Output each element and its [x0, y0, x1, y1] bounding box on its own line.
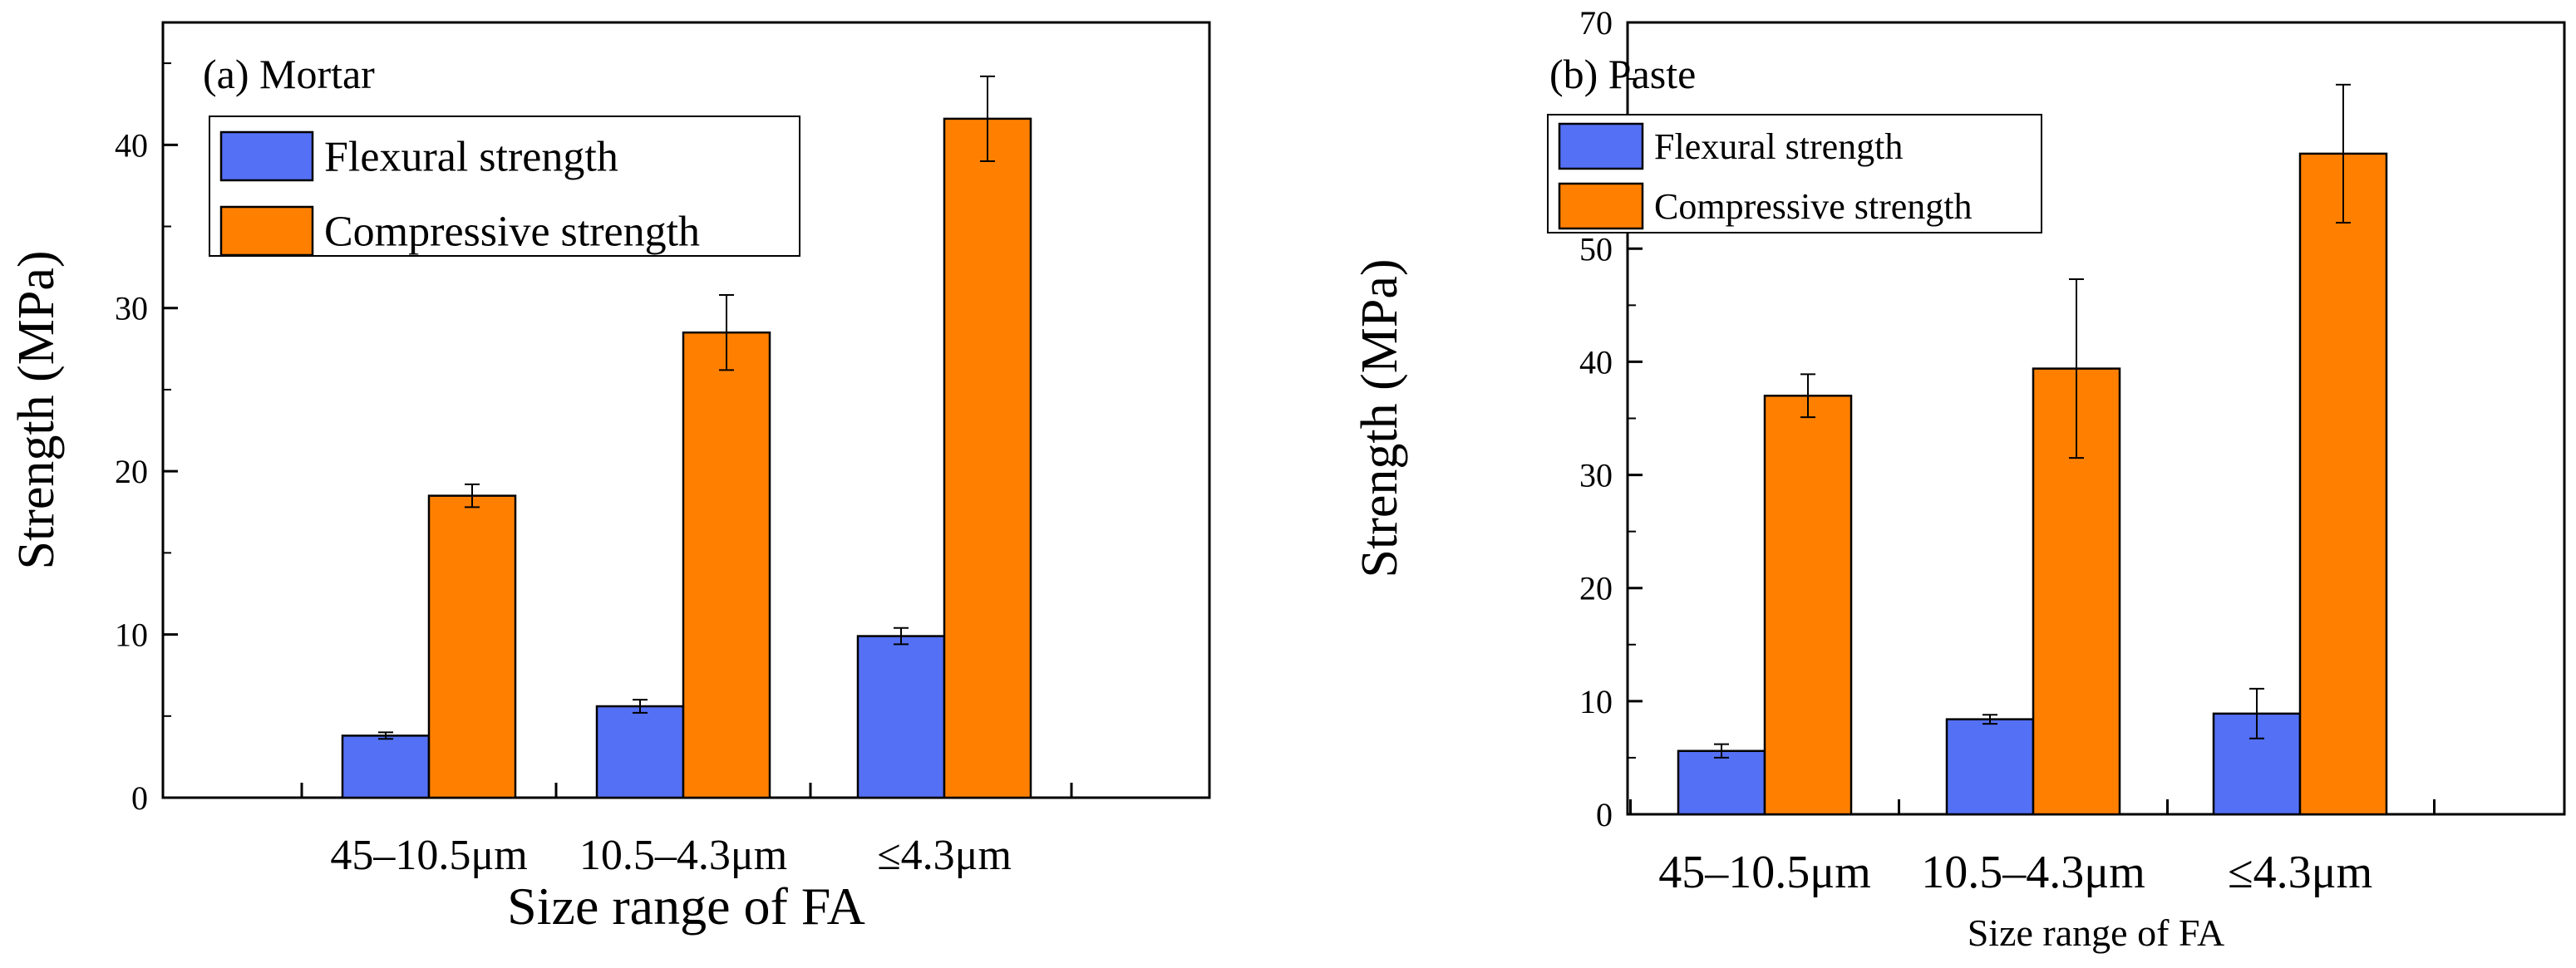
x-category-label: ≤4.3μm — [877, 832, 1012, 879]
x-axis-label: Size range of FA — [1968, 911, 2225, 954]
bar-flexural-0 — [1677, 749, 1766, 816]
bar-flexural-2 — [856, 635, 946, 799]
y-tick-label: 30 — [115, 290, 148, 327]
x-category-label: 45–10.5μm — [1658, 847, 1871, 898]
bar-compressive-1 — [682, 331, 771, 799]
bar-compressive-2 — [943, 117, 1032, 799]
x-axis-label: Size range of FA — [507, 877, 865, 936]
legend-swatch-compressive — [1558, 182, 1644, 230]
legend: Flexural strength Compressive strength — [209, 115, 800, 257]
y-tick-label: 30 — [1579, 457, 1613, 494]
legend-swatch-compressive — [219, 205, 314, 257]
y-tick-label: 20 — [115, 453, 148, 490]
y-axis-label: Strength (MPa) — [1352, 258, 1408, 577]
x-category-label: 10.5–4.3μm — [1921, 847, 2145, 898]
bar-compressive-2 — [2298, 152, 2388, 816]
chart-panel-paste: 01020304050607045–10.5μm10.5–4.3μm≤4.3μm… — [1352, 4, 2566, 954]
y-tick-label: 40 — [1579, 343, 1613, 381]
x-category-label: ≤4.3μm — [2228, 847, 2372, 898]
legend-label-compressive: Compressive strength — [1654, 186, 1973, 227]
bar-compressive-0 — [1763, 395, 1853, 816]
bar-flexural-0 — [341, 735, 431, 799]
y-tick-label: 40 — [115, 126, 148, 164]
bar-flexural-1 — [595, 705, 685, 799]
panel-label: (b) Paste — [1549, 51, 1696, 97]
y-tick-label: 20 — [1579, 570, 1613, 607]
y-tick-label: 0 — [131, 779, 148, 817]
y-tick-label: 0 — [1596, 796, 1613, 833]
y-tick-label: 10 — [115, 617, 148, 654]
y-tick-label: 50 — [1579, 230, 1613, 268]
x-category-label: 45–10.5μm — [330, 832, 527, 879]
y-tick-label: 70 — [1579, 4, 1613, 42]
legend-label-compressive: Compressive strength — [324, 209, 700, 256]
y-axis-label: Strength (MPa) — [8, 250, 65, 569]
legend-label-flexural: Flexural strength — [324, 134, 618, 181]
legend-label-flexural: Flexural strength — [1654, 126, 1903, 167]
chart-panel-mortar: 0 10 20 30 40 45–10.5μm 10.5–4.3μm ≤4.3μm Size r… — [8, 21, 1211, 936]
panel-label: (a) Mortar — [203, 51, 375, 97]
legend-swatch-flexural — [1558, 122, 1644, 170]
bar-compressive-0 — [427, 494, 517, 799]
bar-flexural-1 — [1945, 718, 2035, 816]
legend: Flexural strength Compressive strength — [1547, 114, 2042, 233]
y-tick-label: 10 — [1579, 683, 1613, 720]
legend-swatch-flexural — [219, 130, 314, 182]
x-category-label: 10.5–4.3μm — [579, 832, 787, 879]
